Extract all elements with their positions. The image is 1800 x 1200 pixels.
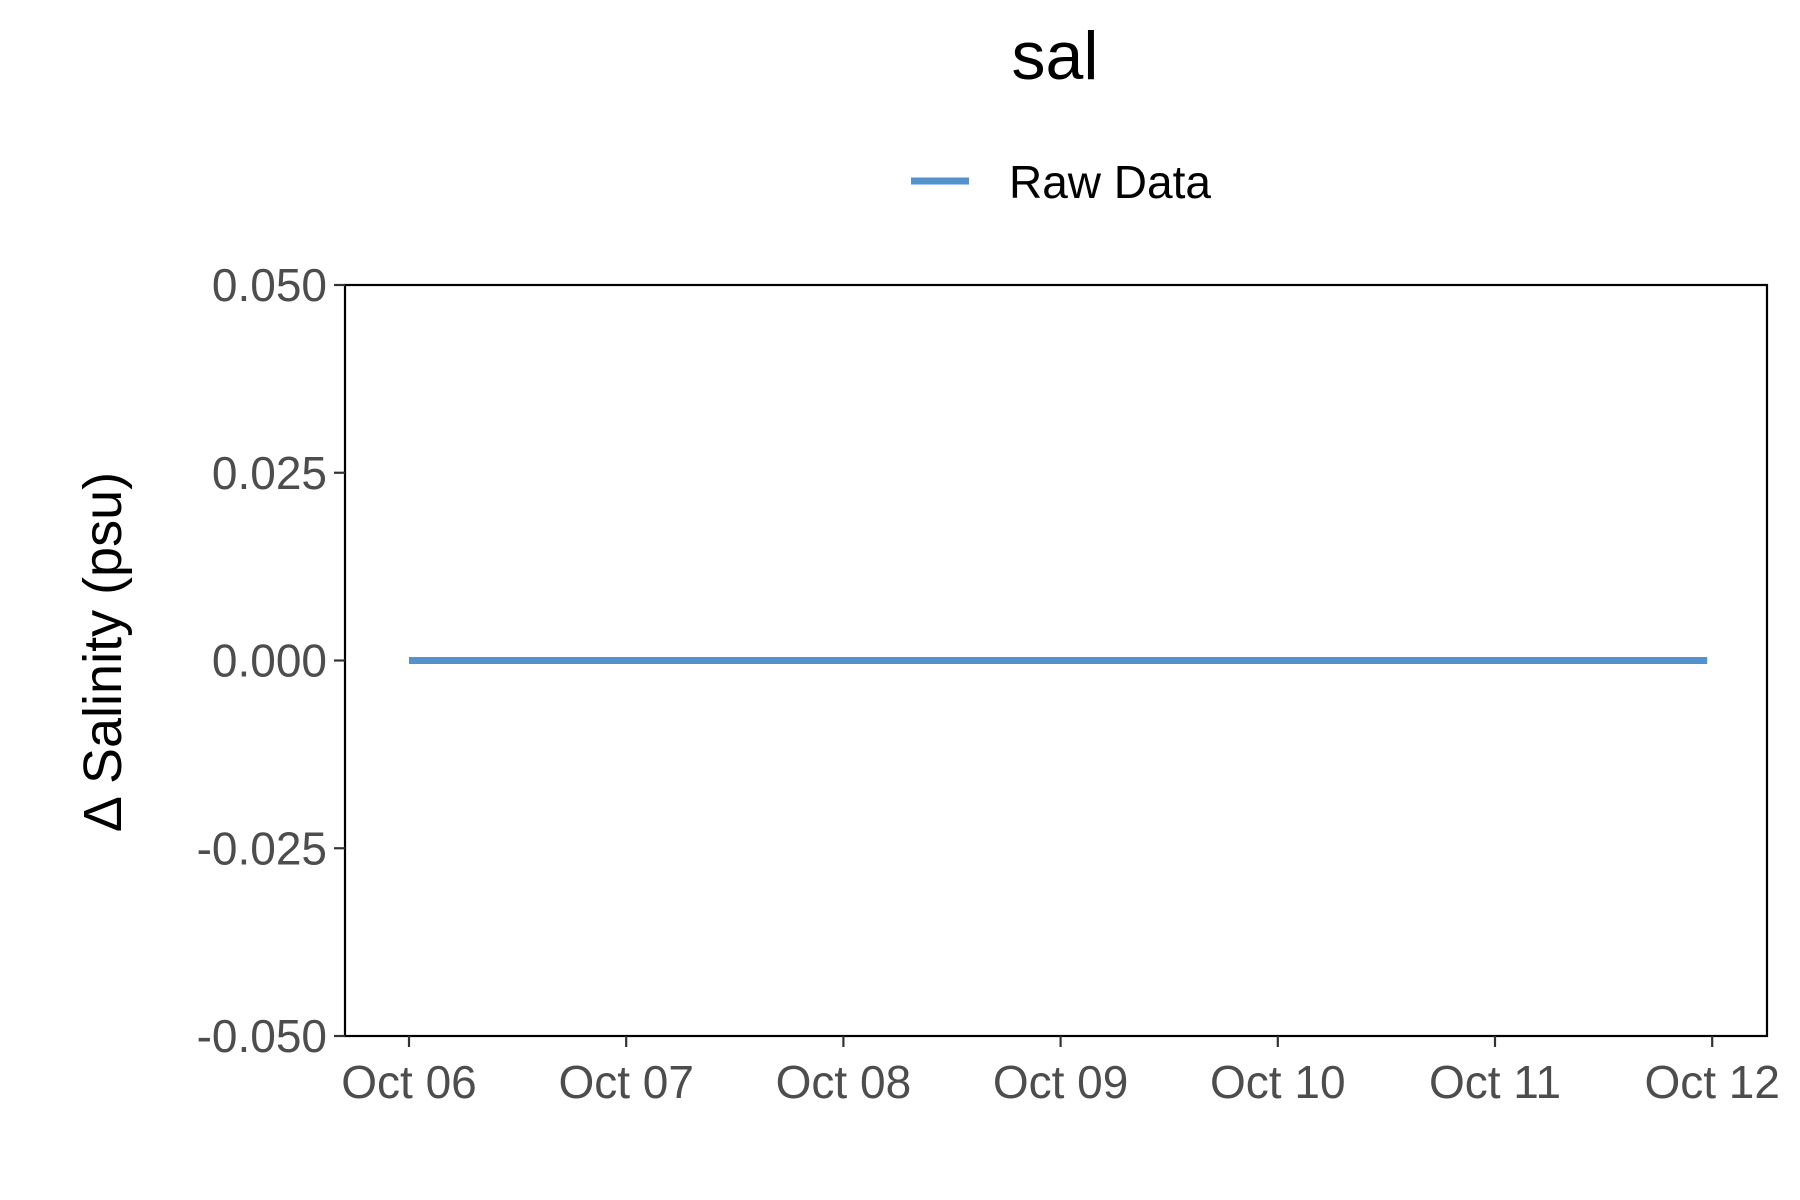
x-tick-label: Oct 08 (776, 1056, 912, 1108)
legend-label-raw-data: Raw Data (1009, 156, 1211, 208)
x-tick-label: Oct 09 (993, 1056, 1129, 1108)
y-tick-label: 0.050 (212, 259, 327, 311)
x-tick-label: Oct 12 (1644, 1056, 1780, 1108)
y-axis: 0.050 0.025 0.000 -0.025 -0.050 (197, 259, 345, 1062)
x-axis: Oct 06 Oct 07 Oct 08 Oct 09 Oct 10 Oct 11 Oct … (341, 1036, 1780, 1108)
chart-title: sal (1012, 18, 1099, 94)
x-tick-label: Oct 10 (1210, 1056, 1346, 1108)
x-tick-label: Oct 06 (341, 1056, 477, 1108)
x-tick-label: Oct 11 (1429, 1056, 1561, 1108)
y-axis-label: Δ Salinity (psu) (73, 472, 133, 832)
x-tick-label: Oct 07 (558, 1056, 694, 1108)
y-tick-label: -0.025 (197, 822, 327, 874)
y-tick-label: 0.025 (212, 447, 327, 499)
y-tick-label: 0.000 (212, 635, 327, 687)
y-tick-label: -0.050 (197, 1010, 327, 1062)
legend: Raw Data (911, 156, 1211, 208)
